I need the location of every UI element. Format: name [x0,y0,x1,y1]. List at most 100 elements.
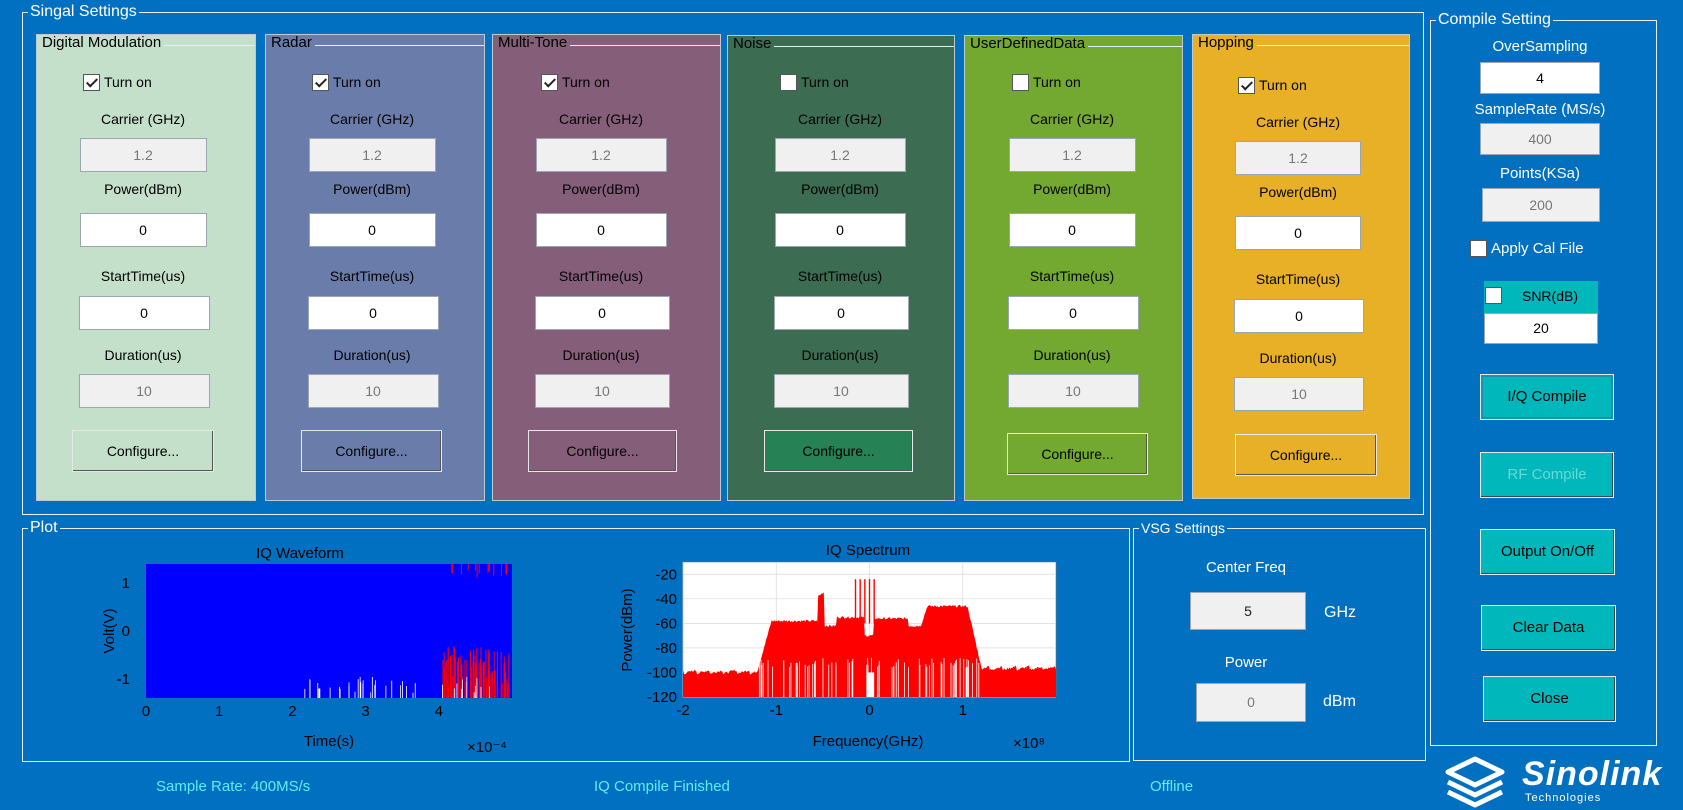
status-sample-rate: Sample Rate: 400MS/s [156,778,311,795]
compile-setting-title: Compile Setting [1436,11,1553,29]
start-time-input-digital-modulation[interactable]: 0 [78,296,210,330]
iq-spectrum-ytick: -80 [655,640,677,657]
iq-waveform-xtick: 0 [142,703,150,720]
start-time-input-radar[interactable]: 0 [307,296,439,330]
signal-settings-title: Singal Settings [28,3,139,21]
iq-compile-button[interactable]: I/Q Compile [1480,374,1614,420]
snr-checkbox[interactable] [1485,287,1502,304]
plot-group: Plot [22,519,1130,762]
turn-on-checkbox-radar[interactable] [312,74,329,91]
iq-waveform-ytick: 1 [122,575,130,592]
iq-waveform-chart: IQ Waveform 0 1 2 3 4 1 0 -1 Time(s) Volt(V) ×1… [101,545,512,756]
turn-on-checkbox-userdefineddata[interactable] [1012,74,1029,91]
panel-title: Noise [732,36,775,52]
turn-on-checkbox-multi-tone[interactable] [541,74,558,91]
panel-title: Digital Modulation [41,35,165,51]
carrier-label: Carrier (GHz) [798,111,882,127]
iq-waveform-exponent: ×10⁻⁴ [467,739,507,756]
duration-input-noise: 10 [773,374,909,408]
start-time-input-multi-tone[interactable]: 0 [534,296,670,330]
carrier-label: Carrier (GHz) [1256,114,1340,130]
panel-noise: Noise [727,35,955,501]
turn-on-label: Turn on [333,74,381,90]
output-onoff-button[interactable]: Output On/Off [1480,529,1615,575]
iq-waveform-title: IQ Waveform [256,545,344,562]
panel-multi-tone: Multi-Tone [492,34,721,501]
snr-input[interactable]: 20 [1484,313,1598,344]
rf-compile-button: RF Compile [1480,452,1614,498]
power-label: Power(dBm) [333,181,411,197]
start-time-input-hopping[interactable]: 0 [1234,299,1364,333]
iq-waveform-xtick: 3 [361,703,369,720]
power-input-hopping[interactable]: 0 [1235,216,1361,250]
panel-title-rule [164,45,255,46]
duration-input-multi-tone: 10 [534,374,670,408]
iq-waveform-xtick: 2 [288,703,296,720]
apply-cal-label: Apply Cal File [1491,240,1584,257]
carrier-input-multi-tone: 1.2 [535,138,667,172]
power-input-userdefineddata[interactable]: 0 [1008,213,1136,247]
start-time-input-userdefineddata[interactable]: 0 [1007,296,1139,330]
close-button[interactable]: Close [1483,676,1616,722]
power-input-multi-tone[interactable]: 0 [535,213,667,247]
iq-waveform-xtick: 4 [435,703,443,720]
carrier-input-radar: 1.2 [308,138,436,172]
power-input-digital-modulation[interactable]: 0 [79,213,207,247]
vsg-power-input: 0 [1196,683,1306,722]
samplerate-input: 400 [1480,123,1600,155]
snr-label: SNR(dB) [1521,288,1578,304]
configure-button-hopping[interactable]: Configure... [1235,434,1377,476]
configure-button-userdefineddata[interactable]: Configure... [1007,433,1148,475]
configure-button-radar[interactable]: Configure... [301,430,442,472]
iq-spectrum-ytick: -20 [655,566,677,583]
power-input-radar[interactable]: 0 [308,213,436,247]
vsg-settings-title: VSG Settings [1139,519,1228,537]
signal-settings-group: Singal Settings [22,3,1424,515]
configure-button-multi-tone[interactable]: Configure... [528,430,677,472]
iq-spectrum-title: IQ Spectrum [826,542,910,559]
panel-title: Multi-Tone [497,35,571,51]
duration-label: Duration(us) [801,347,879,363]
power-label: Power(dBm) [104,181,182,197]
vsg-power-unit: dBm [1323,693,1356,710]
logo-subtext: Technologies [1525,792,1602,804]
iq-waveform-ytick: 0 [122,623,130,640]
clear-data-button[interactable]: Clear Data [1481,605,1616,651]
turn-on-checkbox-hopping[interactable] [1238,77,1255,94]
center-freq-unit: GHz [1324,604,1356,621]
start-time-label: StartTime(us) [797,268,883,284]
logo-text: Sinolink [1522,755,1663,793]
carrier-label: Carrier (GHz) [330,111,414,127]
power-input-noise[interactable]: 0 [774,213,906,247]
snr-box [1484,281,1598,313]
panel-radar: Radar [265,34,485,501]
vsg-settings-group: VSG Settings [1133,519,1426,761]
carrier-input-noise: 1.2 [774,138,906,172]
duration-input-userdefineddata: 10 [1007,374,1139,408]
start-time-input-noise[interactable]: 0 [773,296,909,330]
carrier-input-hopping: 1.2 [1235,141,1361,175]
status-connection: Offline [1150,778,1194,795]
oversampling-input[interactable]: 4 [1480,62,1600,94]
apply-cal-checkbox[interactable] [1470,240,1487,257]
iq-spectrum-xtick: 1 [959,702,967,719]
carrier-label: Carrier (GHz) [559,111,643,127]
power-label: Power(dBm) [1033,181,1111,197]
turn-on-label: Turn on [104,74,152,90]
turn-on-checkbox-noise[interactable] [780,74,797,91]
turn-on-label: Turn on [1033,74,1081,90]
sinolink-logo: Sinolink Technologies [1440,754,1683,810]
configure-button-digital-modulation[interactable]: Configure... [72,430,214,472]
configure-button-noise[interactable]: Configure... [764,430,913,472]
start-time-label: StartTime(us) [1255,271,1341,287]
turn-on-checkbox-digital-modulation[interactable] [83,74,100,91]
compile-setting-group: Compile Setting [1430,11,1657,746]
iq-waveform-xtick: 1 [215,703,223,720]
iq-waveform-ytick: -1 [117,671,130,688]
turn-on-label: Turn on [801,74,849,90]
panel-title-rule [570,45,720,46]
start-time-label: StartTime(us) [329,268,415,284]
iq-spectrum-xtick: 0 [865,702,873,719]
duration-label: Duration(us) [104,347,182,363]
carrier-input-digital-modulation: 1.2 [79,138,207,172]
